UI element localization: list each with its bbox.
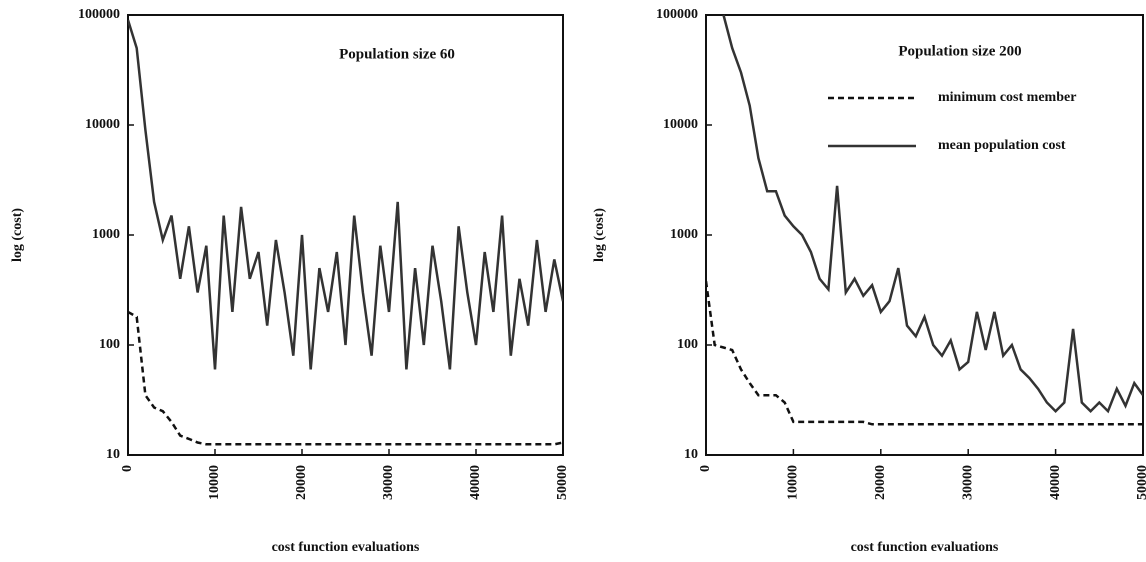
legend-label: mean population cost <box>938 138 1066 153</box>
chart-title: Population size 60 <box>339 46 455 62</box>
y-tick-label: 100000 <box>78 7 120 22</box>
chart-title: Population size 200 <box>898 43 1021 59</box>
y-tick-label: 100 <box>99 337 120 352</box>
legend-label: minimum cost member <box>938 90 1076 105</box>
y-tick-label: 100000 <box>656 7 698 22</box>
x-tick-label: 10000 <box>207 465 222 500</box>
y-tick-label: 100 <box>677 337 698 352</box>
plot-frame <box>705 14 1144 456</box>
x-tick-label: 0 <box>698 465 713 472</box>
x-tick-label: 50000 <box>555 465 570 500</box>
y-tick-label: 1000 <box>92 227 120 242</box>
x-tick-label: 30000 <box>381 465 396 500</box>
series-line <box>128 310 563 446</box>
y-tick-label: 10000 <box>663 117 698 132</box>
x-tick-label: 40000 <box>468 465 483 500</box>
y-tick-label: 10 <box>684 447 698 462</box>
y-tick-label: 10 <box>106 447 120 462</box>
x-tick-label: 20000 <box>873 465 888 500</box>
x-tick-label: 30000 <box>960 465 975 500</box>
x-tick-label: 0 <box>120 465 135 472</box>
series-line <box>722 14 1143 414</box>
x-tick-label: 20000 <box>294 465 309 500</box>
series-line <box>706 281 1143 426</box>
x-axis-label: cost function evaluations <box>272 540 420 555</box>
x-tick-label: 40000 <box>1048 465 1063 500</box>
y-axis-label: log (cost) <box>592 208 607 262</box>
x-tick-label: 10000 <box>786 465 801 500</box>
y-axis-label: log (cost) <box>10 208 25 262</box>
x-tick-label: 50000 <box>1135 465 1146 500</box>
y-tick-label: 1000 <box>670 227 698 242</box>
y-tick-label: 10000 <box>85 117 120 132</box>
series-line <box>128 19 563 370</box>
chart-panel: 10 100 1000 10000 100000 0 10000 20000 30000 4000… <box>10 7 570 555</box>
x-axis-label: cost function evaluations <box>851 540 999 555</box>
chart-panel: 10 100 1000 10000 100000 0 10000 20000 30000 4000… <box>592 7 1146 555</box>
plot-frame <box>127 14 564 456</box>
